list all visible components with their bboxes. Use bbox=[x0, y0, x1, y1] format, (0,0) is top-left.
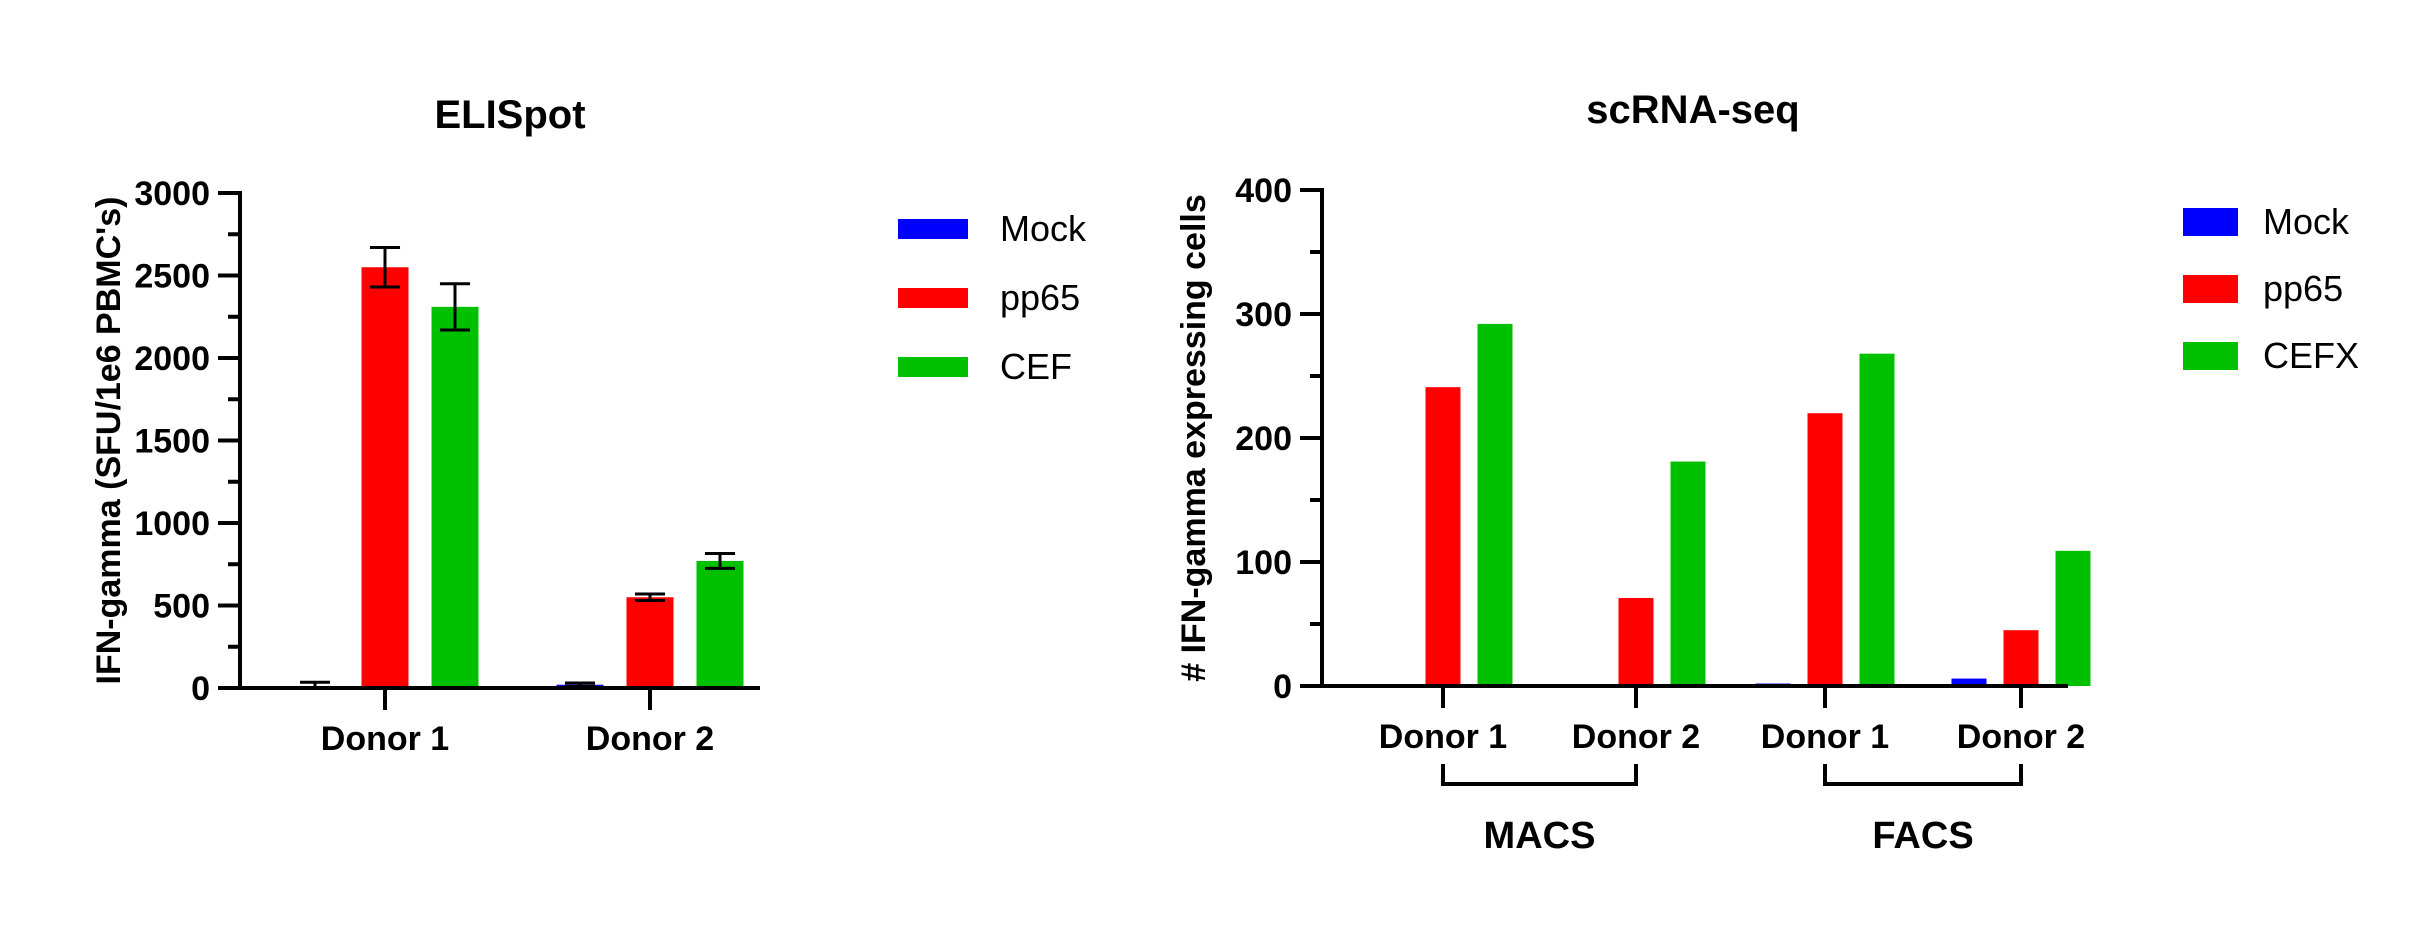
legend-swatch-cefx bbox=[2183, 342, 2238, 370]
error-bar-pp65-2 bbox=[634, 592, 666, 603]
bar-pp65-4 bbox=[2003, 630, 2039, 686]
x-tick-label: Donor 1 bbox=[1761, 718, 1889, 756]
elispot-chart: ELISpot IFN-gamma (SFU/1e6 PBMC's) 0 500 1… bbox=[90, 93, 1087, 758]
legend-label-pp65: pp65 bbox=[2263, 268, 2343, 309]
legend-swatch-mock bbox=[2183, 208, 2238, 236]
y-tick-label: 300 bbox=[1235, 296, 1292, 334]
group-label: FACS bbox=[1872, 815, 1973, 857]
y-axis-label: IFN-gamma (SFU/1e6 PBMC's) bbox=[90, 197, 128, 685]
legend-swatch-cef bbox=[898, 357, 968, 377]
error-bar-pp65-1 bbox=[369, 245, 401, 289]
bar-pp65-3 bbox=[1807, 413, 1843, 686]
y-tick-label: 3000 bbox=[134, 175, 210, 213]
group-label: MACS bbox=[1484, 815, 1596, 857]
bar-cefx-2 bbox=[1670, 461, 1706, 686]
x-tick-label: Donor 1 bbox=[1379, 718, 1507, 756]
y-tick-label: 400 bbox=[1235, 172, 1292, 210]
y-tick-label: 1000 bbox=[134, 505, 210, 543]
legend-label-cef: CEF bbox=[1000, 346, 1072, 387]
error-bar-mock-2 bbox=[564, 681, 596, 688]
x-tick-label: Donor 2 bbox=[586, 720, 714, 758]
x-tick-label: Donor 1 bbox=[321, 720, 449, 758]
error-bar-cef-1 bbox=[439, 282, 471, 332]
y-tick-label: 500 bbox=[153, 588, 210, 626]
bar-pp65-2 bbox=[1618, 597, 1654, 686]
y-tick-label: 100 bbox=[1235, 544, 1292, 582]
bar-pp65-2 bbox=[626, 597, 674, 688]
chart-title: ELISpot bbox=[434, 93, 585, 137]
legend-swatch-mock bbox=[898, 219, 968, 239]
legend-label-pp65: pp65 bbox=[1000, 277, 1080, 318]
y-tick-label: 1500 bbox=[134, 423, 210, 461]
chart-title: scRNA-seq bbox=[1586, 88, 1799, 132]
x-tick-label: Donor 2 bbox=[1572, 718, 1700, 756]
y-tick-label: 2000 bbox=[134, 340, 210, 378]
scrna-seq-chart: scRNA-seq # IFN-gamma expressing cells 0… bbox=[1175, 88, 2359, 857]
error-bar-cef-2 bbox=[704, 552, 736, 570]
x-tick-label: Donor 2 bbox=[1957, 718, 2085, 756]
bar-pp65-1 bbox=[361, 267, 409, 688]
bar-cefx-4 bbox=[2055, 550, 2091, 686]
legend-label-cefx: CEFX bbox=[2263, 335, 2359, 376]
y-tick-label: 0 bbox=[1273, 668, 1292, 706]
legend-label-mock: Mock bbox=[1000, 208, 1087, 249]
bar-cef-1 bbox=[431, 306, 479, 688]
group-bracket bbox=[1441, 764, 1638, 786]
bar-pp65-1 bbox=[1425, 387, 1461, 686]
bar-cefx-1 bbox=[1477, 323, 1513, 686]
y-axis-label: # IFN-gamma expressing cells bbox=[1175, 194, 1213, 682]
bar-mock-4 bbox=[1951, 678, 1987, 686]
bar-cef-2 bbox=[696, 560, 744, 688]
bar-cefx-3 bbox=[1859, 353, 1895, 686]
y-tick-label: 200 bbox=[1235, 420, 1292, 458]
group-bracket bbox=[1823, 764, 2023, 786]
y-tick-label: 2500 bbox=[134, 258, 210, 296]
legend-label-mock: Mock bbox=[2263, 201, 2350, 242]
y-tick-label: 0 bbox=[191, 670, 210, 708]
legend-swatch-pp65 bbox=[2183, 275, 2238, 303]
legend-swatch-pp65 bbox=[898, 288, 968, 308]
